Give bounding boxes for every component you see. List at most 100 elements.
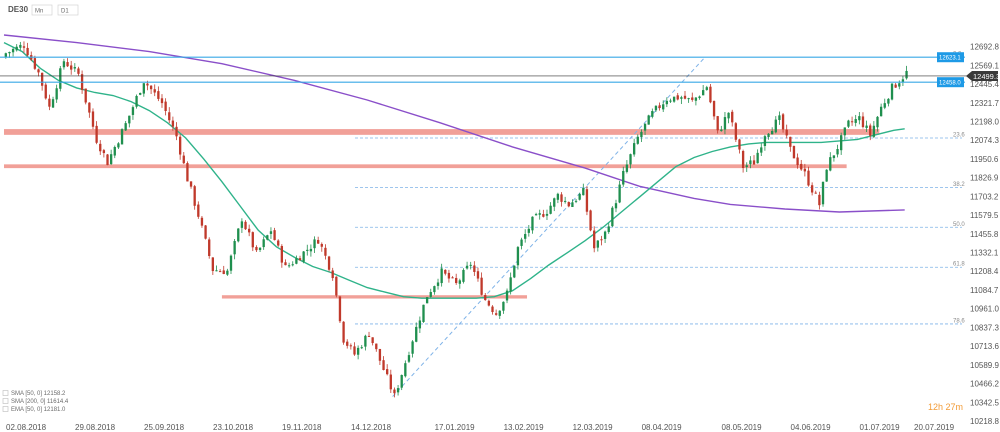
candle-body (26, 47, 29, 56)
candle-body (694, 97, 698, 101)
candle-body (273, 230, 276, 241)
symbol-label: DE30 (8, 5, 29, 14)
candle-body (313, 239, 316, 249)
candle-body (894, 84, 897, 88)
candle-body (295, 258, 298, 264)
candle-body (200, 217, 204, 226)
interval-box-a[interactable] (31, 4, 53, 16)
y-tick-label: 10713.6 (970, 342, 999, 351)
candle-body (44, 84, 47, 99)
candle-body (596, 240, 599, 248)
candle-body (771, 130, 774, 135)
candle-body (622, 170, 625, 185)
candle-body (524, 234, 527, 239)
sma200-line (3, 34, 905, 213)
candle-body (208, 239, 211, 257)
y-tick-label: 11332.1 (970, 249, 999, 258)
trendline (392, 56, 706, 397)
candle-body (781, 114, 785, 130)
candle-body (462, 269, 465, 282)
candle-body (585, 189, 589, 212)
candle-body (124, 123, 127, 131)
candle-body (182, 155, 185, 164)
candle-body (436, 282, 440, 286)
candle-body (767, 133, 770, 138)
candle-body (603, 231, 607, 239)
candle-body (756, 152, 759, 164)
fib-label-38.2: 38.2 (953, 182, 965, 188)
candle-body (785, 129, 788, 136)
candle-body (251, 232, 254, 248)
legend-entry: EMA [50, 0] 12181.0 (11, 407, 66, 413)
candle-body (600, 239, 603, 241)
candle-body (607, 226, 610, 233)
candle-body (269, 231, 273, 234)
candle-body (233, 241, 236, 255)
candle-body (745, 165, 748, 168)
candle-body (306, 249, 309, 251)
fib-label-61.8: 61.8 (953, 262, 965, 268)
x-tick-label: 23.10.2018 (213, 423, 254, 432)
candle-body (153, 89, 156, 93)
candle-body (204, 225, 207, 239)
candle-body (618, 184, 621, 203)
candle-body (277, 240, 280, 246)
y-tick-label: 12321.7 (970, 99, 999, 108)
x-tick-label: 08.05.2019 (722, 423, 763, 432)
candle-body (480, 277, 483, 295)
candle-body (247, 228, 251, 233)
y-tick-label: 10218.8 (970, 417, 999, 426)
candle-body (70, 65, 73, 70)
candle-body (240, 221, 244, 228)
interval-box-b[interactable] (57, 4, 79, 16)
candle-body (157, 91, 160, 99)
candle-body (226, 270, 229, 275)
candle-body (102, 150, 106, 154)
candle-body (302, 251, 305, 262)
y-tick-label: 11208.4 (970, 267, 999, 276)
candle-body (422, 304, 425, 322)
candle-body (22, 46, 26, 48)
candle-body (146, 83, 149, 86)
candle-body (840, 135, 843, 151)
candle-body (527, 228, 530, 233)
candle-body (843, 127, 846, 136)
candle-body (338, 296, 342, 322)
candle-body (113, 147, 116, 156)
candle-body (494, 313, 498, 315)
candle-body (513, 265, 516, 278)
candle-body (731, 111, 734, 123)
candle-body (752, 160, 756, 165)
candle-body (654, 105, 658, 111)
candle-body (84, 88, 87, 103)
candle-body (505, 290, 509, 301)
sr-zone-1 (4, 129, 880, 135)
candle-body (658, 105, 661, 109)
x-tick-label: 25.09.2018 (144, 423, 185, 432)
candle-body (266, 235, 269, 240)
candle-body (59, 68, 62, 89)
current-price-tag (966, 70, 998, 81)
candle-body (647, 115, 650, 125)
candle-body (404, 363, 407, 377)
x-tick-label: 19.11.2018 (282, 423, 322, 432)
candle-body (142, 83, 145, 94)
candle-body (320, 243, 323, 247)
x-tick-label: 29.08.2018 (75, 423, 116, 432)
candle-body (792, 146, 796, 159)
candle-body (502, 301, 505, 311)
candle-body (821, 181, 825, 205)
candle-body (582, 188, 585, 196)
candle-body (800, 163, 803, 170)
candle-body (66, 62, 69, 67)
candle-body (850, 121, 854, 123)
candle-body (738, 139, 741, 150)
candle-body (88, 102, 91, 113)
y-tick-label: 10961.0 (970, 305, 999, 314)
candle-body (258, 247, 262, 250)
candle-body (139, 92, 142, 95)
candle-body (447, 272, 451, 279)
candle-body (440, 268, 443, 284)
